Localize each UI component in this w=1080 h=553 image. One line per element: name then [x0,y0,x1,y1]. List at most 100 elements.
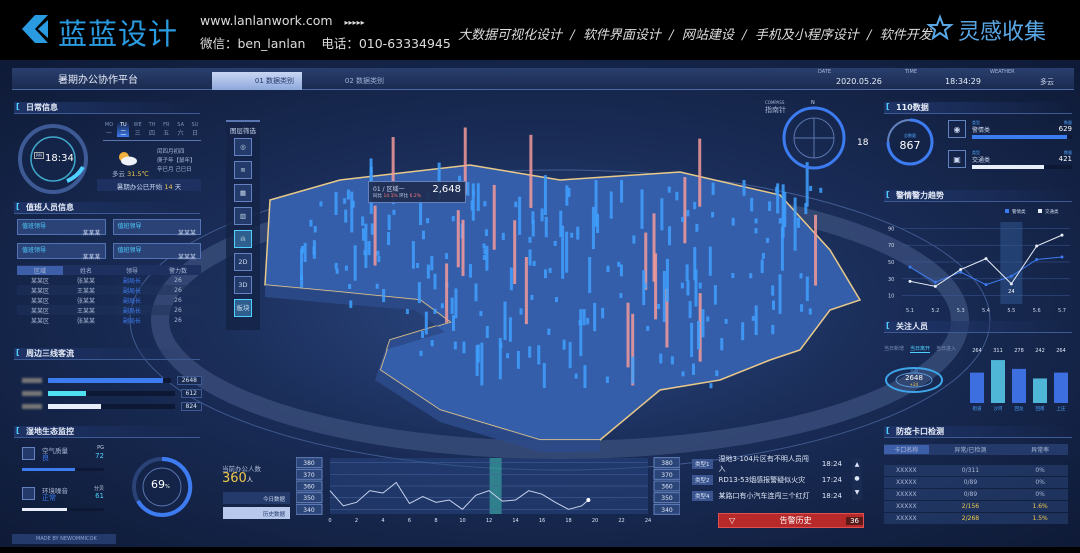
map-region[interactable] [264,164,862,441]
map-bar [335,268,339,274]
map-bar [675,191,679,201]
bar[interactable] [1033,378,1047,403]
bar[interactable] [1012,368,1026,403]
map-bar [532,260,536,267]
y-tick-box [653,457,680,469]
map-bar [617,261,621,267]
alarm-history-button[interactable]: ▽ 告警历史 36 [718,513,864,528]
table-row[interactable]: XXXXX 0/89 0% [884,489,1068,500]
map-bar [771,285,775,296]
map-bar [482,243,486,249]
table-row[interactable]: XXXXX 0/89 0% [884,477,1068,488]
focus-tab[interactable]: 当日新增 [884,346,905,352]
duty-card[interactable]: 值班领导 某某某 [17,219,106,237]
section-eco-monitor: 湿地生态监控 [14,426,200,438]
duty-card[interactable]: 值班领导 某某某 [17,243,106,261]
map-bar [350,191,354,233]
map-bar [528,346,532,358]
traffic-bar-row: 612 [22,387,202,400]
map-tooltip: 01 / 区域一 2,648 同比 14.1% 环比 6.2% [368,181,466,203]
bar-category-label: 沙河 [994,405,1003,412]
layer-button[interactable]: 3D [234,276,252,294]
map-bar [698,293,702,362]
layer-button[interactable]: 板块 [234,299,252,317]
x-tick-label: 5.1 [906,308,914,314]
map-bar [582,309,586,326]
map-bar [391,137,395,201]
layer-button[interactable]: ▦ [234,184,252,202]
contact-info: 微信：ben_lanlan 电话：010-63334945 [200,36,451,51]
data-point [1009,274,1013,278]
map-bar [476,183,480,211]
tab-category-2[interactable]: 02 数据类别 [344,77,384,85]
scroll-up-icon[interactable]: ▲ [854,461,860,468]
map-bar [686,280,690,296]
leaf-icon [22,447,35,460]
focus-tab[interactable]: 当日进入 [936,346,957,352]
history-data-button[interactable]: 历史数据 [223,507,290,519]
map-bar [620,180,624,203]
data-point [1009,282,1013,286]
map-bar [778,218,782,224]
layer-button[interactable]: ▥ [234,207,252,225]
layer-button[interactable]: ılı [234,230,252,248]
map-bar [631,313,635,386]
map-bar [561,225,565,279]
map-bar [370,223,374,235]
map-bar [463,127,467,195]
clock-time: 18:34 [45,153,74,164]
layer-button[interactable]: ◎ [234,138,252,156]
alert-item[interactable]: 类型4 某路口有小汽车连闯三个红灯 18:24 [692,488,842,504]
focus-tab[interactable]: 当日离开 [910,346,931,353]
y-tick-label: 50 [888,260,894,266]
table-row[interactable]: 某某区 王某某 副局长 26 [17,285,201,295]
map-bar [715,370,719,377]
map-bar [565,185,569,206]
map-bar [363,250,367,256]
x-tick-label: 5.7 [1058,308,1066,314]
alert-scroll[interactable]: ▲ ● ▼ [852,458,862,500]
table-row[interactable]: 某某区 王某某 副局长 26 [17,305,201,315]
layer-button[interactable]: 2D [234,253,252,271]
time-value: 18:34:29 [945,77,981,86]
y-tick-box [296,457,323,469]
110-items: ◉ 类型 警情类 数量 629 ▣ 类型 交通类 数量 421 [948,120,1072,180]
scroll-dot-icon[interactable]: ● [854,475,860,482]
map-bar [433,273,437,290]
duty-card[interactable]: 值班领导 某某某 [112,219,201,237]
site-url[interactable]: www.lanlanwork.com ▸▸▸▸▸ [200,13,365,28]
table-row[interactable]: 某某区 张某某 副局长 26 [30,276,182,285]
today-data-button[interactable]: 今日数据 [223,492,290,504]
table-row[interactable]: XXXXX 0/311 0% [884,465,1068,476]
table-row[interactable]: 某某区 张某某 副局长 26 [30,296,182,305]
eco-item: 空气质量良 PG 72 [22,445,104,485]
map-bar [349,300,353,308]
x-tick-label: 22 [618,518,624,524]
duty-card[interactable]: 值班领导 某某某 [112,243,201,261]
table-row[interactable]: XXXXX 2/156 1.6% [884,501,1068,512]
alert-item[interactable]: 类型2 RD13-53烟感报警疑似火灾 17:24 [692,472,842,488]
series-line [909,256,1063,286]
table-row[interactable]: XXXXX 2/268 1.5% [884,513,1068,524]
scroll-down-icon[interactable]: ▼ [854,489,860,496]
map-bar [574,373,578,379]
map-bar [694,269,698,307]
layer-button[interactable]: ≋ [234,161,252,179]
clock-ampm: PM [34,152,44,159]
compass-widget[interactable]: COMPASS 指南针 N 18 [765,100,873,172]
table-row[interactable]: 某某区 张某某 副局长 26 [30,316,182,325]
point-annotation: 24 [1008,289,1014,295]
bar-value-label: 278 [1014,348,1024,354]
map-bar [588,256,592,294]
eco-gauge [132,456,193,517]
map-bar [466,182,470,196]
bar[interactable] [1054,372,1068,403]
bar[interactable] [970,372,984,403]
map-bar [485,245,489,271]
x-tick-label: 5.3 [957,308,965,314]
tab-category-1[interactable]: 01 数据类别 [212,72,302,90]
bar[interactable] [991,360,1005,403]
footer-credit: MADE BY NEWOMMICOK [12,534,116,544]
alert-item[interactable]: 类型1 湿地3-104片区有不明人员闯入 18:24 [692,455,842,473]
map-bar [382,288,386,303]
